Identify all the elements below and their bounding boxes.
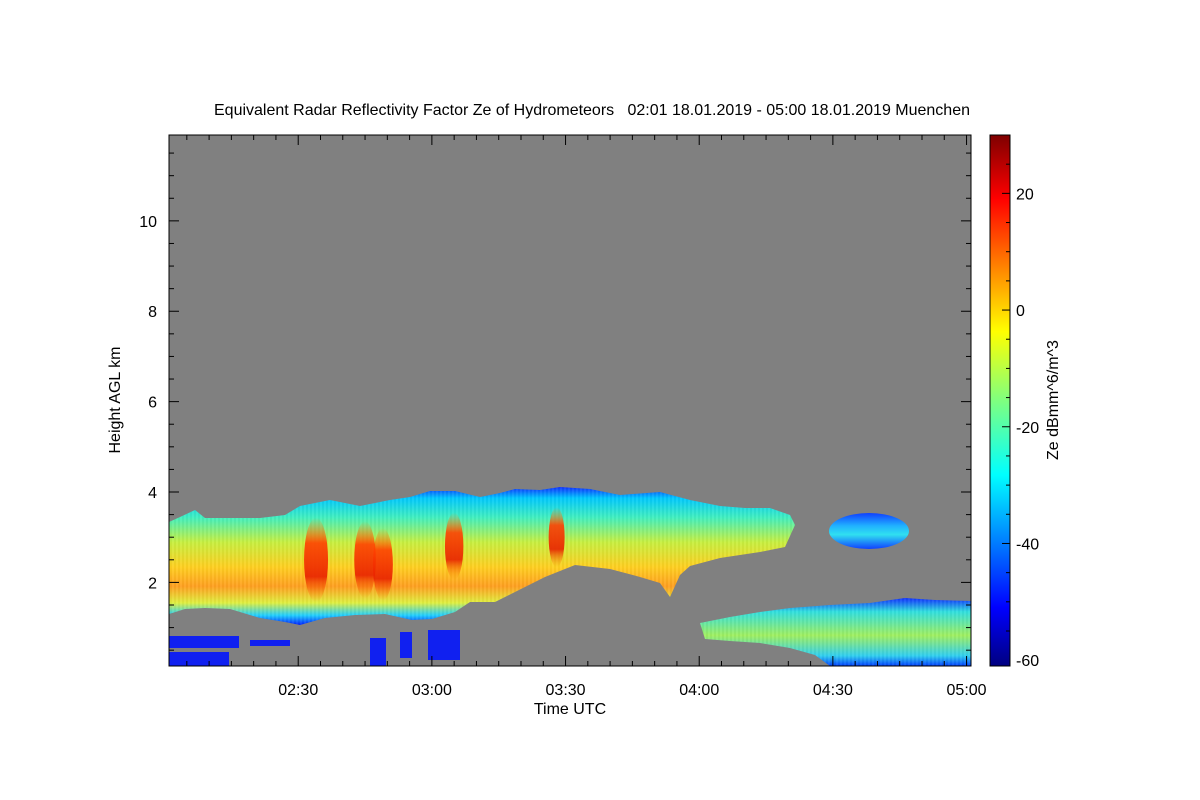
x-tick-label: 04:00 [679,682,719,699]
surface-echo [428,630,460,660]
x-tick-label: 03:00 [412,682,452,699]
x-tick-label: 05:00 [947,682,987,699]
reflectivity-core [354,521,376,599]
y-tick-label: 6 [148,395,157,412]
colorbar-tick-label: 0 [1016,303,1025,320]
y-tick-label: 10 [139,214,157,231]
plot-frame [168,134,972,667]
surface-echo [400,632,412,658]
reflectivity-cores [304,507,565,602]
reflectivity-core [372,528,393,601]
reflectivity-core [548,507,565,568]
colorbar-tick-label: -20 [1016,420,1039,437]
colorbar-tick-label: -40 [1016,536,1039,553]
y-tick-label: 4 [148,485,157,502]
colorbar-ticks: -60 -40 -20 0 20 [1002,134,1039,670]
reflectivity-core [304,517,329,602]
y-tick-label: 8 [148,304,157,321]
echo-field [169,487,971,666]
y-axis-label: Height AGL km [107,346,124,453]
x-axis-label: Time UTC [534,701,606,718]
y-tick-label: 2 [148,575,157,592]
plot-area: 2 4 6 8 10 02:30 03:00 03:30 04:00 04:30 05:00 [139,134,987,699]
colorbar-label: Ze dBmm^6/m^3 [1045,340,1062,460]
colorbar-tick-label: -60 [1016,653,1039,670]
x-axis-ticks: 02:30 03:00 03:30 04:00 04:30 05:00 [186,135,987,699]
colorbar-tick-label: 20 [1016,186,1034,203]
surface-echo [370,638,386,666]
echo-low-layer-streaks [700,598,971,666]
y-axis-ticks: 2 4 6 8 10 [139,152,971,651]
colorbar-gradient [989,134,1011,667]
chart-title: Equivalent Radar Reflectivity Factor Ze … [214,102,970,119]
x-tick-label: 02:30 [278,682,318,699]
surface-echo [169,652,229,666]
surface-echo [169,636,239,648]
x-tick-label: 03:30 [546,682,586,699]
echo-near-surface [169,630,460,666]
colorbar: -60 -40 -20 0 20 Ze dBmm^6/m^3 [989,134,1062,670]
surface-echo [250,640,290,646]
reflectivity-core [444,512,464,580]
echo-high-cell [829,513,909,549]
echo-main-cloud-streaks [169,487,795,625]
x-tick-label: 04:30 [813,682,853,699]
